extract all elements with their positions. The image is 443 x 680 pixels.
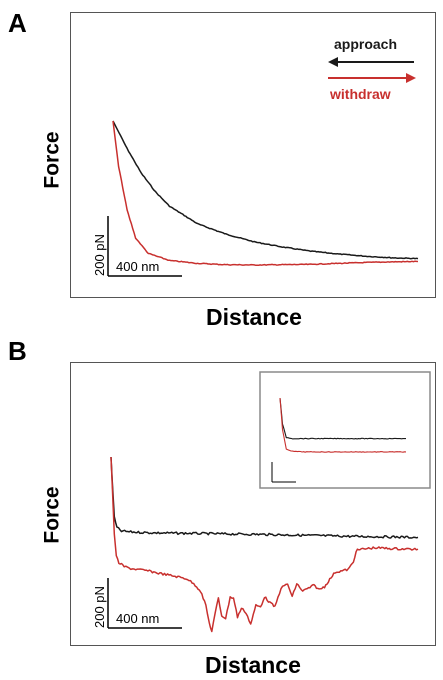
panel-b-scale-force-label: 200 pN (92, 586, 107, 628)
panel-a-approach-trace (112, 120, 419, 260)
panel-a-x-axis-label: Distance (206, 304, 302, 330)
panel-b-x-axis-label: Distance (205, 652, 301, 678)
legend-approach-label: approach (334, 36, 397, 52)
panel-letter-b: B (8, 336, 27, 366)
panel-a-scale-force-label: 200 pN (92, 234, 107, 276)
legend-withdraw-label: withdraw (329, 86, 391, 102)
panel-b-inset-scale-bar (271, 462, 296, 483)
panel-b-scale-distance-label: 400 nm (116, 611, 159, 626)
panel-b-inset-approach-trace (279, 397, 407, 440)
legend-approach-arrow (328, 57, 414, 67)
panel-a-scale-bar (107, 216, 182, 277)
panel-a-withdraw-trace (112, 120, 419, 267)
panel-letter-a: A (8, 8, 27, 38)
panel-b-approach-trace (110, 456, 419, 539)
panel-b-scale-bar (107, 578, 182, 629)
panel-b-inset-frame (259, 371, 431, 489)
legend-withdraw-arrow (328, 73, 416, 83)
panel-b-inset-withdraw-trace (279, 397, 407, 453)
panel-a-scale-distance-label: 400 nm (116, 259, 159, 274)
panel-b-withdraw-trace (110, 456, 419, 633)
